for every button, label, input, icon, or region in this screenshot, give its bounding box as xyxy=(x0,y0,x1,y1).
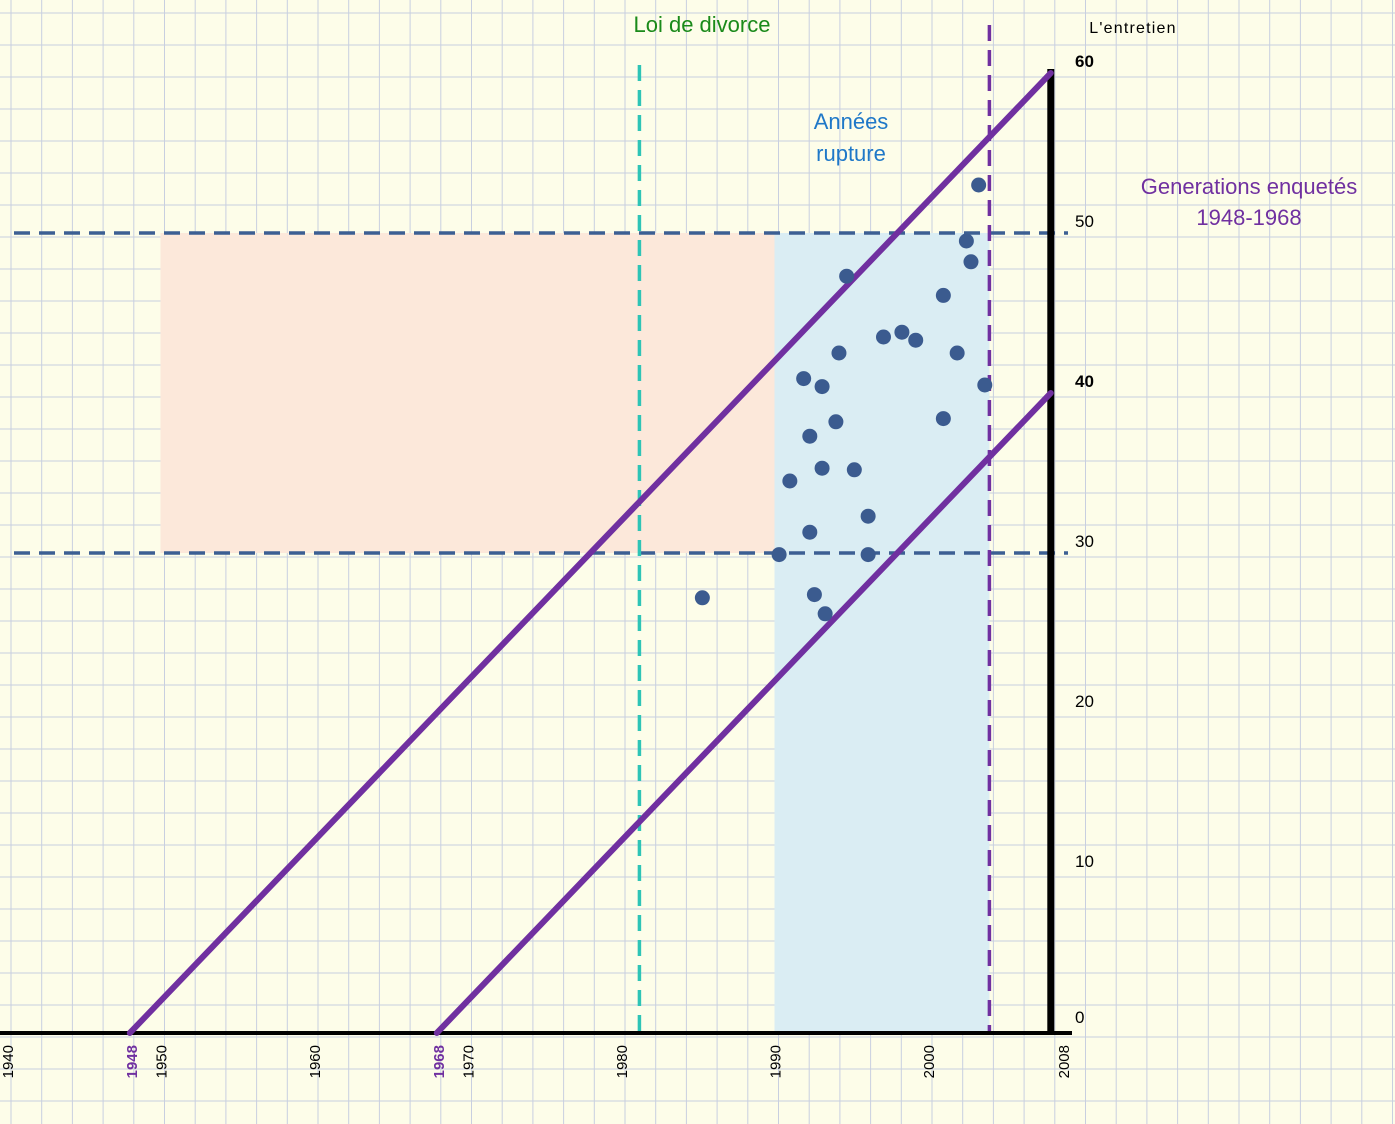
x-tick-label: 1970 xyxy=(461,1045,478,1078)
data-point xyxy=(802,524,818,540)
data-point xyxy=(806,587,822,603)
data-point xyxy=(831,345,847,361)
data-point xyxy=(846,462,862,478)
data-point xyxy=(694,590,710,606)
data-point xyxy=(977,377,993,393)
y-tick-label: 50 xyxy=(1075,212,1094,231)
data-point xyxy=(782,473,798,489)
data-point xyxy=(814,379,830,395)
data-point xyxy=(796,371,812,387)
shaded-region-blue xyxy=(774,233,990,1033)
generation-tick-label: 1968 xyxy=(431,1045,448,1078)
data-point xyxy=(875,329,891,345)
y-tick-label: 40 xyxy=(1075,372,1094,391)
x-tick-label: 1990 xyxy=(768,1045,785,1078)
data-point xyxy=(802,428,818,444)
data-point xyxy=(894,324,910,340)
data-point xyxy=(963,254,979,270)
axes xyxy=(0,69,1072,1035)
generation-lines xyxy=(126,70,1054,1036)
y-axis-title: L'entretien xyxy=(1089,20,1176,37)
data-point xyxy=(908,332,924,348)
data-point xyxy=(935,287,951,303)
generation-tick-label: 1948 xyxy=(124,1045,141,1078)
data-point xyxy=(949,345,965,361)
generation-line-1948 xyxy=(126,70,1054,1036)
data-point xyxy=(860,508,876,524)
data-point xyxy=(817,606,833,622)
data-point xyxy=(828,414,844,430)
y-tick-label: 20 xyxy=(1075,692,1094,711)
x-tick-label: 2000 xyxy=(921,1045,938,1078)
reference-lines xyxy=(14,25,1068,1033)
x-tick-label: 1960 xyxy=(307,1045,324,1078)
data-point xyxy=(839,268,855,284)
data-point xyxy=(971,177,987,193)
x-tick-label-end: 2008 xyxy=(1056,1045,1073,1078)
data-point xyxy=(860,547,876,563)
x-tick-label: 1980 xyxy=(614,1045,631,1078)
rupture-label-line1: Années xyxy=(814,109,889,134)
tick-labels: 1940 1950 1960 1970 1980 1990 2000 1948 1968 2008… xyxy=(0,52,1094,1078)
generations-label-line1: Generations enquetés xyxy=(1141,174,1358,199)
shaded-regions xyxy=(160,233,990,1033)
y-tick-label: 10 xyxy=(1075,852,1094,871)
data-point xyxy=(958,233,974,249)
rupture-label-line2: rupture xyxy=(816,141,886,166)
y-tick-label: 0 xyxy=(1075,1008,1084,1027)
generation-line-1968 xyxy=(433,390,1054,1036)
x-tick-label: 1940 xyxy=(0,1045,17,1078)
data-point xyxy=(935,411,951,427)
data-points xyxy=(694,177,993,622)
shaded-region-orange xyxy=(160,233,775,553)
divorce-law-label: Loi de divorce xyxy=(634,12,771,37)
y-tick-label: 60 xyxy=(1075,52,1094,71)
data-point xyxy=(771,547,787,563)
data-point xyxy=(814,460,830,476)
generations-label-line2: 1948-1968 xyxy=(1196,205,1301,230)
x-tick-label: 1950 xyxy=(154,1045,171,1078)
y-tick-label: 30 xyxy=(1075,532,1094,551)
